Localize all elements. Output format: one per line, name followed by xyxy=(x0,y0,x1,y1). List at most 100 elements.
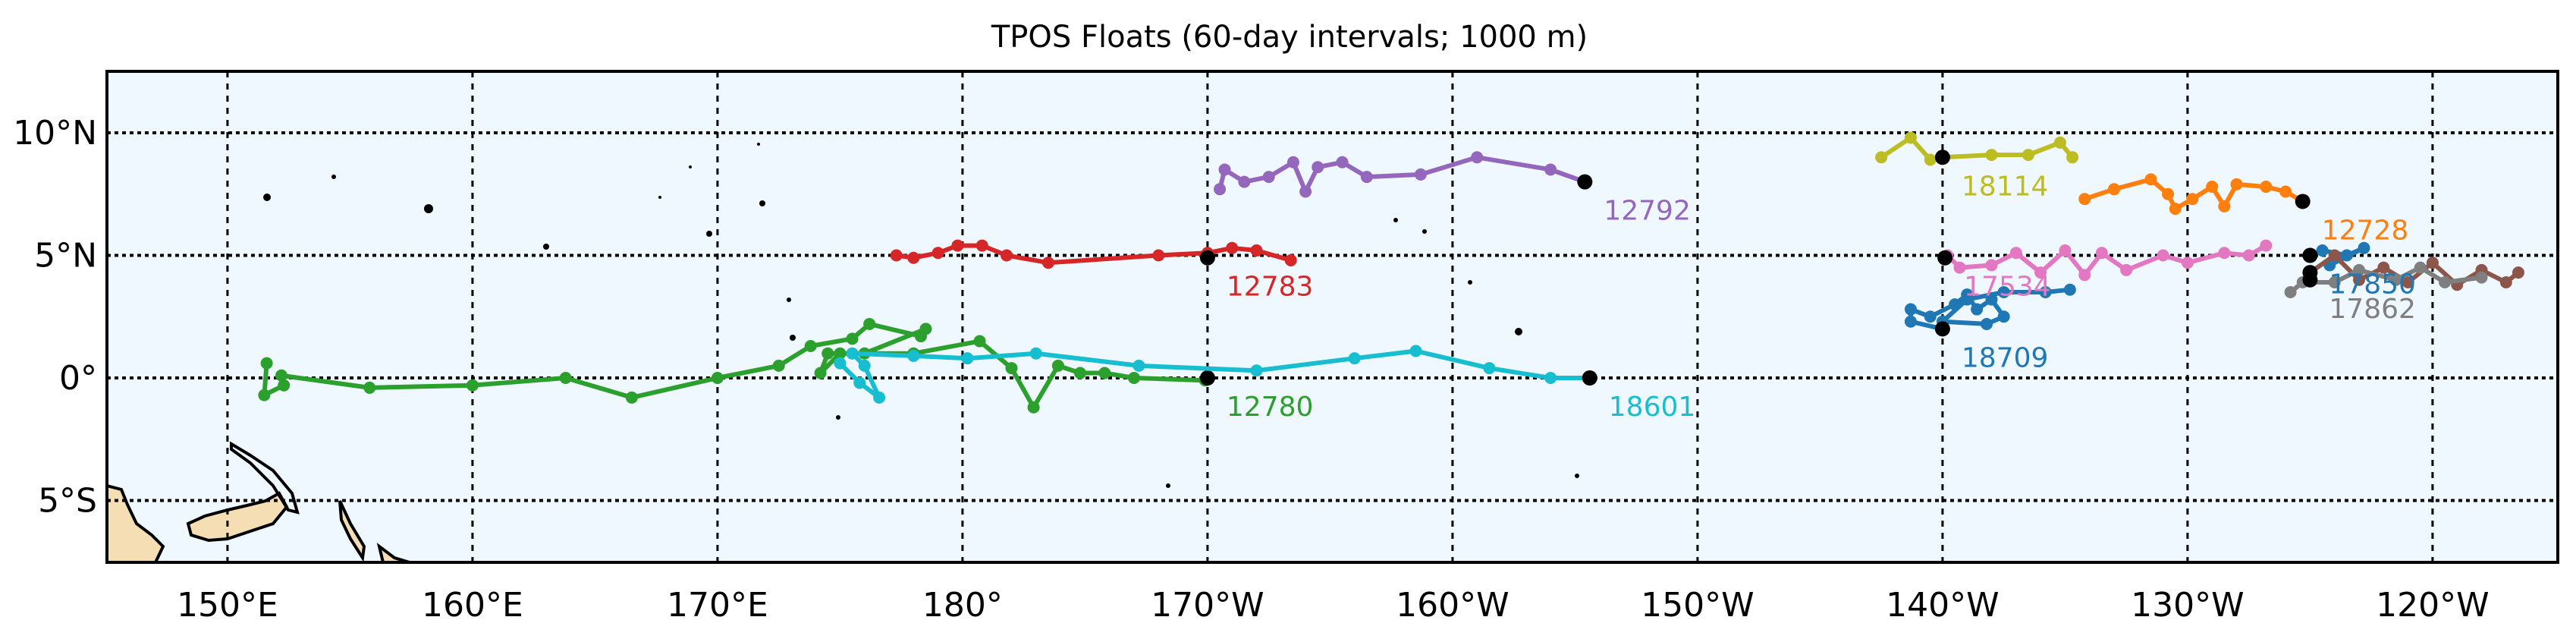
track-point xyxy=(961,352,974,365)
current-position-marker xyxy=(1934,321,1950,337)
current-position-marker xyxy=(1199,250,1215,266)
track-point xyxy=(1051,359,1064,372)
float-track-18114 xyxy=(1875,131,2079,166)
track-point xyxy=(2439,276,2452,289)
track-point xyxy=(2353,263,2366,276)
track-point xyxy=(711,372,724,384)
current-position-marker xyxy=(1582,370,1597,386)
track-point xyxy=(1005,362,1018,375)
track-point xyxy=(2078,269,2091,282)
track-point xyxy=(973,335,986,348)
track-point xyxy=(1218,163,1231,176)
track-point xyxy=(2066,151,2079,164)
track-point xyxy=(1250,364,1263,377)
track-point xyxy=(1238,175,1251,188)
float-tracks xyxy=(258,131,2524,414)
track-point xyxy=(2377,261,2390,274)
float-track-12728 xyxy=(2078,173,2311,216)
track-point xyxy=(2328,276,2341,289)
track-point xyxy=(278,379,291,392)
track-point xyxy=(1924,310,1937,323)
track-point xyxy=(919,323,932,335)
track-point xyxy=(931,247,944,260)
track-point xyxy=(2402,276,2414,289)
track-point xyxy=(2426,257,2439,269)
track-point xyxy=(1226,241,1239,254)
track-point xyxy=(2260,239,2273,252)
float-label: 12728 xyxy=(2322,215,2409,246)
land-papua-new-guinea xyxy=(107,441,410,562)
x-tick-label: 140°W xyxy=(1886,586,2000,625)
x-tick-label: 180° xyxy=(922,586,1003,625)
track-point xyxy=(907,349,920,362)
track-point xyxy=(1250,244,1263,257)
track-point xyxy=(2108,183,2121,196)
track-point xyxy=(1981,317,1993,330)
track-point xyxy=(772,359,785,372)
float-label: 12780 xyxy=(1227,392,1314,423)
float-track-12780 xyxy=(258,317,1215,414)
track-point xyxy=(1360,171,1373,184)
float-label: 12792 xyxy=(1604,196,1691,227)
track-point xyxy=(1953,261,1966,274)
x-tick-label: 170°E xyxy=(667,586,768,625)
track-point xyxy=(1414,168,1427,181)
x-tick-label: 170°W xyxy=(1151,586,1264,625)
x-tick-label: 160°W xyxy=(1396,586,1509,625)
track-point xyxy=(2414,261,2427,274)
track-point xyxy=(466,379,479,392)
track-point xyxy=(1027,401,1040,414)
islands xyxy=(263,143,1579,488)
y-tick-label: 5°S xyxy=(38,482,97,521)
track-point xyxy=(2218,200,2231,212)
float-label: 17862 xyxy=(2329,294,2416,325)
track-point xyxy=(1132,359,1145,372)
track-point xyxy=(2284,285,2297,298)
x-tick-label: 150°E xyxy=(177,586,278,625)
float-labels: 12780 18601 12783 12792 18114 12728 17534 18709… xyxy=(1227,171,2416,423)
float-label: 17850 xyxy=(2329,269,2416,301)
track-point xyxy=(951,239,964,252)
track-point xyxy=(2218,247,2231,260)
track-point xyxy=(1299,185,1312,198)
track-point xyxy=(2512,266,2524,279)
current-position-marker xyxy=(1199,370,1215,386)
track-point xyxy=(2053,136,2066,149)
track-point xyxy=(559,372,572,384)
track-point xyxy=(2162,187,2175,200)
track-point xyxy=(2078,193,2091,206)
track-point xyxy=(2095,247,2108,260)
track-point xyxy=(1128,372,1141,384)
track-point xyxy=(1284,253,1297,266)
track-point xyxy=(821,347,834,360)
track-point xyxy=(1348,352,1361,365)
track-point xyxy=(1336,156,1349,168)
track-point xyxy=(2340,249,2353,262)
track-point xyxy=(1904,131,1917,144)
track-point xyxy=(2181,257,2194,269)
track-point xyxy=(1214,183,1227,196)
track-point xyxy=(1286,156,1299,168)
track-point xyxy=(625,391,638,404)
track-point xyxy=(1904,303,1917,316)
float-track-12792 xyxy=(1214,151,1593,198)
track-point xyxy=(1471,151,1484,164)
y-tick-label: 0° xyxy=(59,359,97,398)
track-point xyxy=(258,389,271,401)
track-point xyxy=(1985,259,1998,272)
track-point xyxy=(2389,273,2402,286)
x-tick-label: 150°W xyxy=(1641,586,1755,625)
plot-area xyxy=(107,71,2558,562)
track-point xyxy=(1098,367,1111,379)
track-point xyxy=(1971,303,1984,316)
track-point xyxy=(2260,181,2273,194)
track-point xyxy=(2358,241,2370,254)
track-point xyxy=(1544,372,1557,384)
track-point xyxy=(1949,298,1962,311)
track-point xyxy=(2186,193,2199,206)
y-axis: 10°N 5°N 0° 5°S xyxy=(13,114,97,521)
track-point xyxy=(1029,347,1042,360)
track-point xyxy=(2157,249,2169,262)
track-point xyxy=(1483,362,1496,375)
